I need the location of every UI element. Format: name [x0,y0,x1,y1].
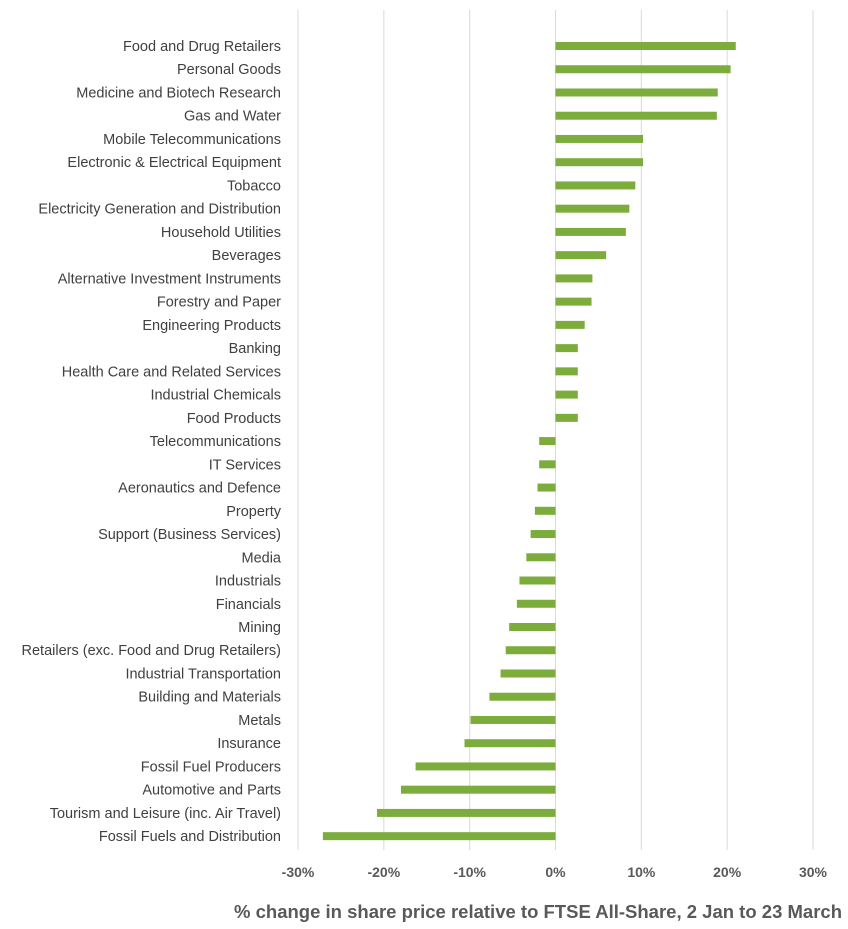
bar [555,413,578,422]
category-label: Financials [216,597,281,613]
x-tick-labels: -30% -20% -10% 0% 10% 20% 30% [282,864,828,880]
bar [555,181,636,190]
bar [555,251,607,260]
bar [519,576,556,585]
bar [555,367,578,376]
category-label: Alternative Investment Instruments [58,271,281,287]
category-label: Food and Drug Retailers [123,39,281,55]
bar [555,42,736,50]
category-label: Gas and Water [184,109,281,125]
category-label: Forestry and Paper [157,295,281,311]
category-label: Fossil Fuels and Distribution [99,829,281,845]
category-label: Industrial Transportation [125,666,281,682]
category-label: Tobacco [227,178,281,194]
bar [555,158,644,167]
category-label: Mobile Telecommunications [103,132,281,148]
category-label: Building and Materials [138,690,281,706]
x-tick-label: -30% [282,864,315,880]
bar [376,808,556,817]
category-label: Property [226,504,282,520]
bar [555,227,626,236]
category-label: Industrials [215,574,281,590]
category-label: Aeronautics and Defence [118,481,281,497]
bar [555,274,593,283]
bar [505,646,556,655]
category-label: Telecommunications [150,434,281,450]
bar [555,344,578,353]
category-label: Health Care and Related Services [62,364,281,380]
category-label: Tourism and Leisure (inc. Air Travel) [50,806,281,822]
bar [470,715,556,724]
bar [555,134,644,143]
bars [322,42,736,841]
category-label: Banking [229,341,281,357]
category-label: Media [242,550,282,566]
bar [500,669,556,678]
x-axis-title: % change in share price relative to FTSE… [234,901,842,922]
category-label: Medicine and Biotech Research [76,85,281,101]
category-label: Automotive and Parts [142,783,281,799]
x-tick-label: 30% [799,864,828,880]
category-labels: Food and Drug Retailers Personal Goods Med… [22,39,282,845]
bar [530,530,556,539]
category-label: Personal Goods [177,62,281,78]
bar [539,460,556,469]
bar [322,832,556,841]
bar [489,692,556,701]
category-label: Household Utilities [161,225,281,241]
bar [555,111,717,120]
category-label: Mining [238,620,281,636]
bar [555,65,731,74]
bar [509,623,556,631]
x-tick-label: -20% [367,864,400,880]
x-tick-label: 20% [713,864,742,880]
bar [555,390,578,399]
bar [555,297,592,306]
category-label: Electronic & Electrical Equipment [67,155,281,171]
category-label: Industrial Chemicals [150,388,281,404]
bar [555,88,718,97]
x-tick-label: 10% [627,864,656,880]
bar [516,599,556,608]
bar [526,553,556,562]
bar [537,483,556,492]
bar [401,785,556,794]
x-tick-label: -10% [453,864,486,880]
bar [555,204,630,213]
bar [534,506,556,515]
category-label: Support (Business Services) [98,527,281,543]
x-tick-label: 0% [545,864,566,880]
gridlines [297,10,814,850]
category-label: Metals [238,713,281,729]
bar [539,437,556,446]
category-label: Electricity Generation and Distribution [38,202,281,218]
category-label: Fossil Fuel Producers [141,759,281,775]
category-label: IT Services [209,457,281,473]
bar [555,320,585,329]
category-label: Beverages [212,248,281,264]
bar [464,739,556,748]
category-label: Food Products [187,411,281,427]
category-label: Insurance [217,736,281,752]
category-label: Engineering Products [142,318,281,334]
bar [415,762,556,771]
category-label: Retailers (exc. Food and Drug Retailers) [22,643,282,659]
